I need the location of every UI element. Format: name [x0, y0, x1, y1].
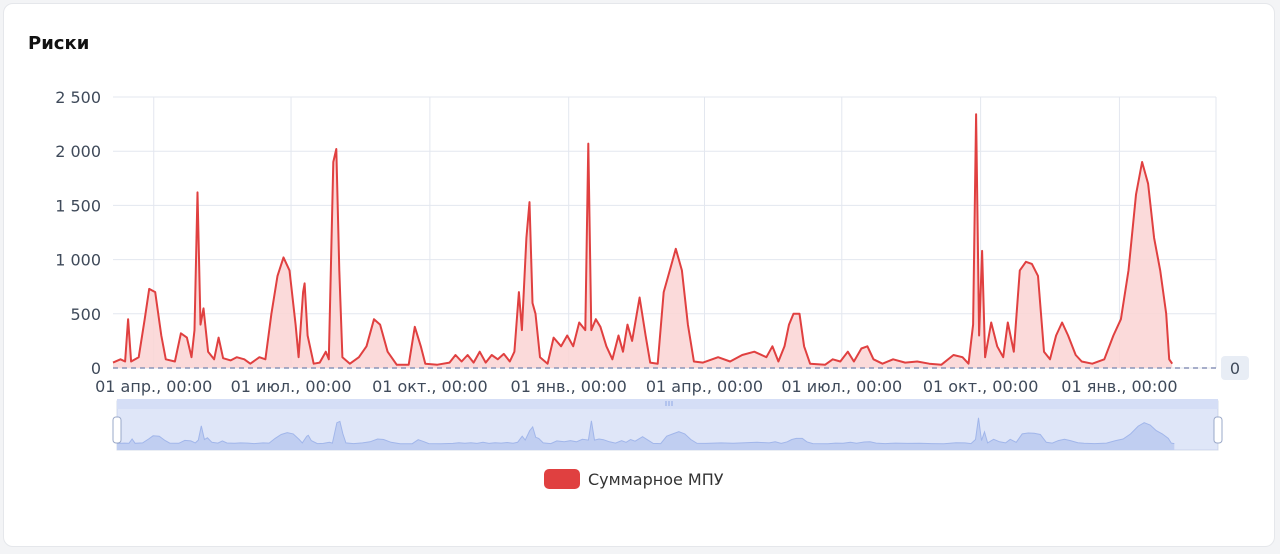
x-tick-label: 01 апр., 00:00 — [646, 377, 763, 396]
y-tick-label: 2 500 — [55, 88, 101, 107]
zoom-preview-line — [116, 417, 1175, 445]
x-tick-label: 01 янв., 00:00 — [1061, 377, 1177, 396]
y-tick-label: 500 — [70, 305, 101, 324]
series-area — [113, 114, 1173, 368]
x-tick-label: 01 окт., 00:00 — [923, 377, 1039, 396]
x-tick-label: 01 июл., 00:00 — [231, 377, 352, 396]
risks-card: Риски — [3, 3, 1275, 547]
series-line — [112, 113, 1174, 366]
y-tick-label: 1 500 — [55, 196, 101, 215]
chart-legend[interactable]: Суммарное МПУ — [544, 469, 724, 489]
y-tick-label: 1 000 — [55, 251, 101, 270]
zoom-selection — [117, 401, 1218, 450]
x-tick-label: 01 апр., 00:00 — [95, 377, 212, 396]
data-zoom-slider[interactable] — [112, 399, 1223, 451]
x-tick-label: 01 окт., 00:00 — [372, 377, 488, 396]
zoom-move-bar — [117, 399, 1218, 409]
y-tick-label: 0 — [91, 359, 101, 378]
card-title: Риски — [28, 33, 90, 54]
zoom-handle-right[interactable] — [1213, 416, 1223, 444]
y-tick-label: 2 000 — [55, 142, 101, 161]
markline-label: 0 — [1230, 359, 1240, 378]
legend-swatch — [544, 469, 580, 489]
x-tick-label: 01 июл., 00:00 — [781, 377, 902, 396]
markline-badge — [1221, 356, 1249, 380]
zoom-preview-area — [117, 417, 1175, 450]
legend-label: Суммарное МПУ — [588, 469, 724, 489]
zoom-handle-left[interactable] — [112, 416, 122, 444]
x-tick-label: 01 янв., 00:00 — [511, 377, 627, 396]
